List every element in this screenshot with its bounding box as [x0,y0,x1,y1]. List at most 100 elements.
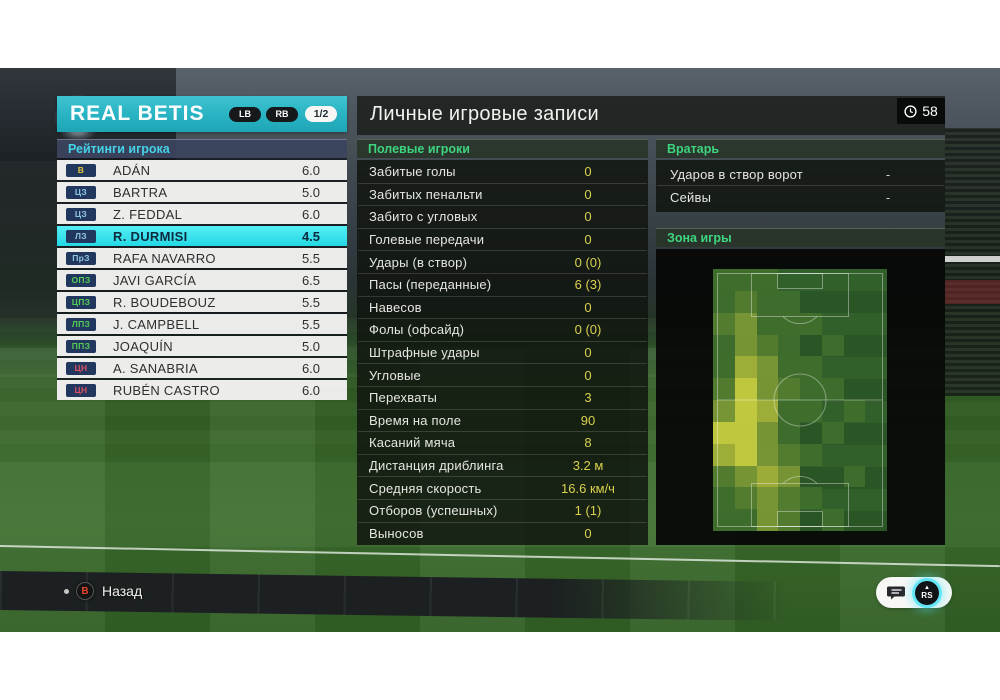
heatmap-cell [778,312,800,335]
player-row[interactable]: ЦЗ BARTRA 5.0 [57,182,347,202]
match-clock: 58 [897,98,945,124]
heatmap-cell [800,400,822,422]
heatmap-cell [713,334,735,357]
player-row[interactable]: ЛЗ R. DURMISI 4.5 [57,226,347,246]
stick-hint-pill[interactable]: ▲ RS [876,577,952,608]
heatmap-cell [821,509,844,531]
heatmap-cell [734,312,757,335]
stat-row: Удары (в створ) 0 (0) [358,251,647,274]
b-button-icon[interactable]: B [76,582,94,600]
player-name: RAFA NAVARRO [113,250,216,266]
stat-value: 3.2 м [572,458,604,474]
stat-label: Голевые передачи [369,232,485,248]
play-zone-panel [656,249,945,545]
position-badge: ЦПЗ [66,295,96,309]
back-label: Назад [102,583,143,599]
player-row[interactable]: ЛПЗ J. CAMPBELL 5.5 [57,314,347,334]
player-name: R. DURMISI [113,228,188,244]
player-row[interactable]: ЦПЗ R. BOUDEBOUZ 5.5 [57,292,347,312]
position-badge: ЦН [66,361,96,375]
player-ratings-list: В ADÁN 6.0 ЦЗ BARTRA 5.0 ЦЗ Z. FEDDAL 6.… [57,158,347,400]
clock-icon [904,104,917,118]
stat-value: 0 (0) [574,254,602,270]
back-hint[interactable]: B Назад [64,582,142,600]
rs-stick-icon[interactable]: ▲ RS [915,580,939,605]
stat-label: Отборов (успешных) [369,503,498,519]
player-name: J. CAMPBELL [113,316,200,332]
heatmap-cell [713,269,735,291]
stat-value: 0 [584,299,592,315]
stat-label: Навесов [369,299,422,315]
stat-label: Сейвы [670,190,712,205]
stat-label: Забитых пенальти [369,186,483,202]
heatmap-cell [713,509,735,531]
player-row[interactable]: ПрЗ RAFA NAVARRO 5.5 [57,248,347,268]
records-titlebar: Личные игровые записи 58 [357,96,945,135]
heatmap-cell [713,378,735,400]
player-row[interactable]: ЦЗ Z. FEDDAL 6.0 [57,204,347,224]
stat-label: Пасы (переданные) [369,277,492,293]
stat-label: Выносов [369,526,424,542]
player-rating: 6.0 [301,382,321,398]
stat-row: Выносов 0 [358,523,647,546]
player-name: RUBÉN CASTRO [113,382,220,398]
heatmap-cell [713,400,735,422]
player-row[interactable]: В ADÁN 6.0 [57,160,347,180]
heatmap-cell [756,465,779,488]
player-row[interactable]: ППЗ JOAQUÍN 5.0 [57,336,347,356]
position-badge: ОПЗ [66,273,96,287]
heatmap-cell [734,400,757,422]
field-stats-list: Забитые голы 0 Забитых пенальти 0 Забито… [357,160,648,545]
stadium-crowd-right [945,128,1000,396]
stat-label: Перехваты [369,390,438,406]
lb-button[interactable]: LB [229,106,261,122]
heatmap-cell [734,421,757,444]
player-row[interactable]: ЦН RUBÉN CASTRO 6.0 [57,380,347,400]
heatmap-cell [756,487,779,510]
heatmap-cell [778,465,800,488]
stat-value: 16.6 км/ч [561,480,615,496]
heatmap-cell [734,509,757,531]
field-players-header: Полевые игроки [357,139,648,158]
player-row[interactable]: ОПЗ JAVI GARCÍA 6.5 [57,270,347,290]
play-zone-header: Зона игры [656,228,945,247]
heatmap-cell [713,290,735,313]
heatmap-cell [778,334,800,357]
goalkeeper-stats-list: Ударов в створ ворот - Сейвы - [656,160,945,212]
stat-row: Ударов в створ ворот - [657,163,944,186]
stat-value: - [885,166,891,182]
position-badge: ПрЗ [66,251,96,265]
position-badge: ЦЗ [66,185,96,199]
player-name: BARTRA [113,184,168,200]
stat-label: Удары (в створ) [369,254,468,270]
stat-value: 0 [584,232,592,248]
player-row[interactable]: ЦН A. SANABRIA 6.0 [57,358,347,378]
heatmap-cell [843,465,866,488]
heatmap-cell [778,421,800,444]
player-rating: 6.0 [301,206,321,222]
heatmap-cell [778,356,800,379]
heatmap-cell [778,443,800,466]
stat-value: 0 [584,345,592,361]
rs-label: RS [921,590,933,600]
stat-value: 90 [580,412,596,428]
heatmap-cell [713,443,735,466]
rb-button[interactable]: RB [266,106,298,122]
goalkeeper-header: Вратарь [656,139,945,158]
team-header: REAL BETIS LB RB 1/2 [57,96,347,132]
stat-row: Отборов (успешных) 1 (1) [358,500,647,523]
ad-band [945,256,1000,262]
board-dot [64,588,69,594]
heatmap-cell [734,487,757,510]
stat-row: Штрафные удары 0 [358,342,647,365]
heatmap-cell [821,334,844,357]
player-rating: 6.5 [301,272,321,288]
player-rating: 5.0 [301,338,321,354]
rs-arrow: ▲ [924,584,930,591]
clock-value: 58 [922,103,938,119]
heatmap-cell [713,356,735,379]
heatmap-cell [756,443,779,466]
player-rating: 6.0 [301,162,321,178]
player-name: ADÁN [113,162,151,178]
heatmap-cell [800,312,822,335]
